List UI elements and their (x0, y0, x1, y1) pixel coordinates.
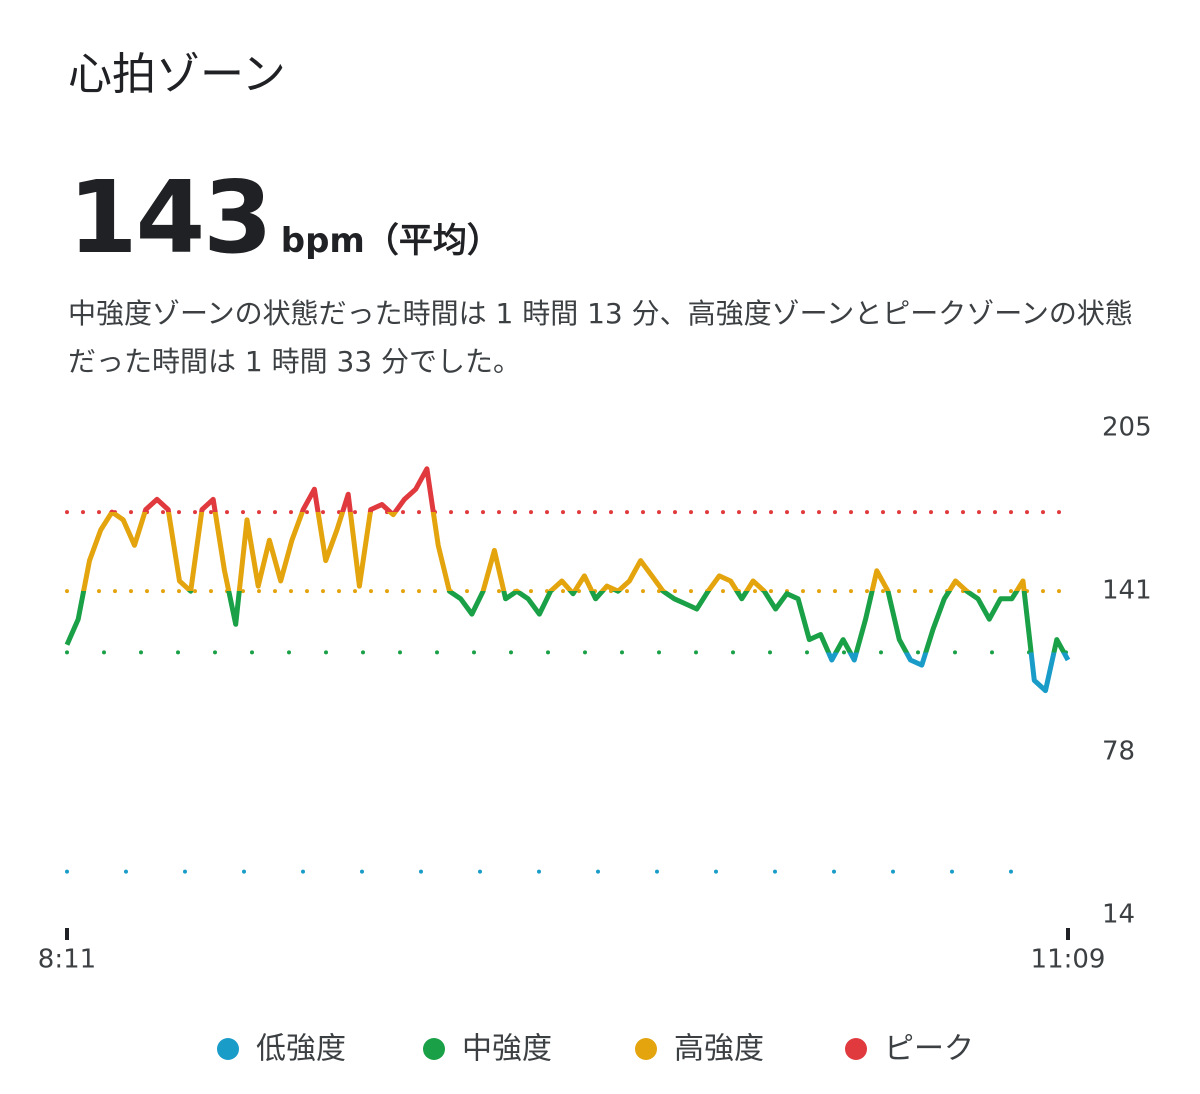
heart-rate-line (64, 466, 1071, 694)
legend-dot (217, 1038, 239, 1060)
y-tick-label: 14 (1102, 900, 1135, 930)
legend-dot (423, 1038, 445, 1060)
legend-label: 低強度 (256, 1032, 346, 1067)
qualifier: （平均） (364, 221, 501, 261)
y-tick-label: 205 (1102, 413, 1152, 443)
title: 心拍ゾーン (68, 49, 286, 100)
legend-label: 中強度 (462, 1032, 552, 1067)
unit: bpm (280, 221, 365, 261)
x-tick-label: 8:11 (38, 945, 96, 975)
description: 中強度ゾーンの状態だった時間は 1 時間 13 分、高強度ゾーンとピークゾーンの… (68, 297, 1133, 378)
y-tick-label: 78 (1102, 736, 1135, 766)
legend-dot (635, 1038, 657, 1060)
header: 心拍ゾーン 143 bpm （平均） 中強度ゾーンの状態だった時間は 1 時間 … (68, 40, 1148, 386)
average-value: 143 (68, 159, 273, 276)
y-tick-label: 141 (1102, 576, 1152, 606)
x-tick-label: 11:09 (1031, 945, 1106, 975)
average: 143 bpm （平均） (68, 168, 1148, 268)
legend-label: ピーク (884, 1032, 974, 1067)
legend-dot (845, 1038, 867, 1060)
legend-label: 高強度 (674, 1032, 764, 1067)
